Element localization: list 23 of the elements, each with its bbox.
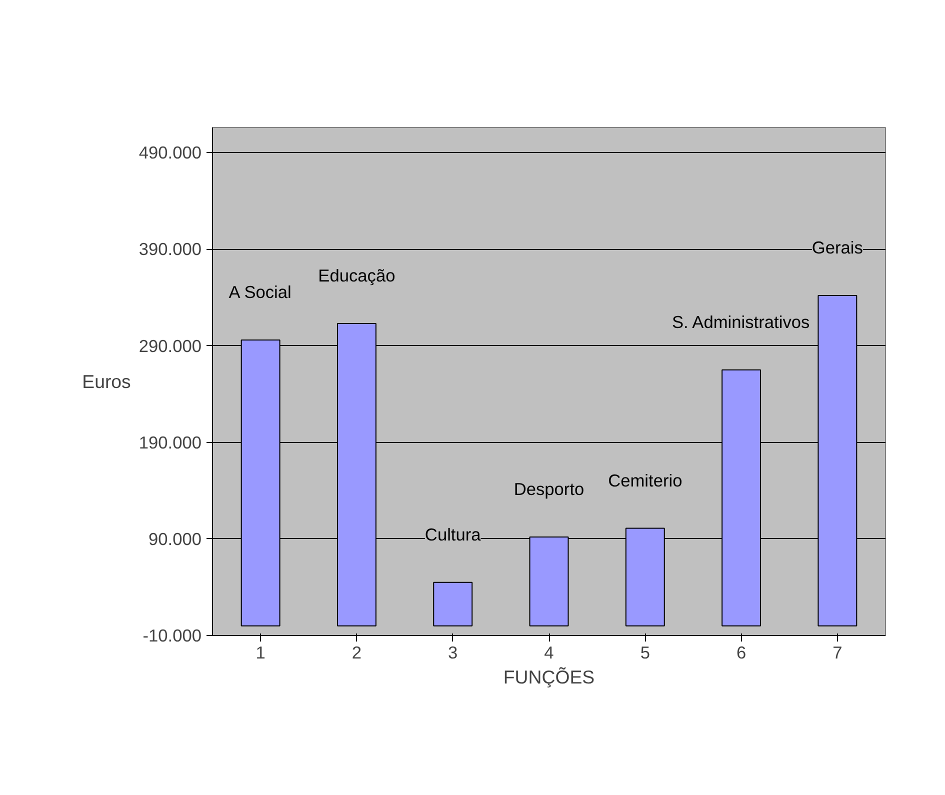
x-tick-label: 7 xyxy=(832,642,842,662)
annotation: S. Administrativos xyxy=(672,312,810,332)
y-axis-title: Euros xyxy=(82,371,131,392)
y-tick-label: 190.000 xyxy=(138,432,202,452)
x-tick-label: 5 xyxy=(640,642,650,662)
y-tick-label: -10.000 xyxy=(142,626,202,646)
x-axis-title: FUNÇÕES xyxy=(503,666,595,688)
annotation: A Social xyxy=(228,282,292,302)
y-tick-label: 290.000 xyxy=(138,336,202,356)
x-tick-label: 4 xyxy=(544,642,554,662)
y-tick-label: 90.000 xyxy=(148,528,202,549)
annotation: Gerais xyxy=(812,238,864,258)
x-tick-label: 3 xyxy=(448,642,458,662)
x-tick-label: 6 xyxy=(736,642,746,662)
x-tick-label: 1 xyxy=(256,642,266,662)
y-tick-label: 390.000 xyxy=(138,239,202,260)
bar xyxy=(433,582,473,626)
y-tick-label: 490.000 xyxy=(138,142,202,163)
annotation: Educação xyxy=(318,266,396,286)
annotation: Desporto xyxy=(514,478,584,499)
annotation: Cemiterio xyxy=(608,470,682,490)
x-tick-label: 2 xyxy=(352,642,362,662)
annotation: Cultura xyxy=(424,524,482,544)
